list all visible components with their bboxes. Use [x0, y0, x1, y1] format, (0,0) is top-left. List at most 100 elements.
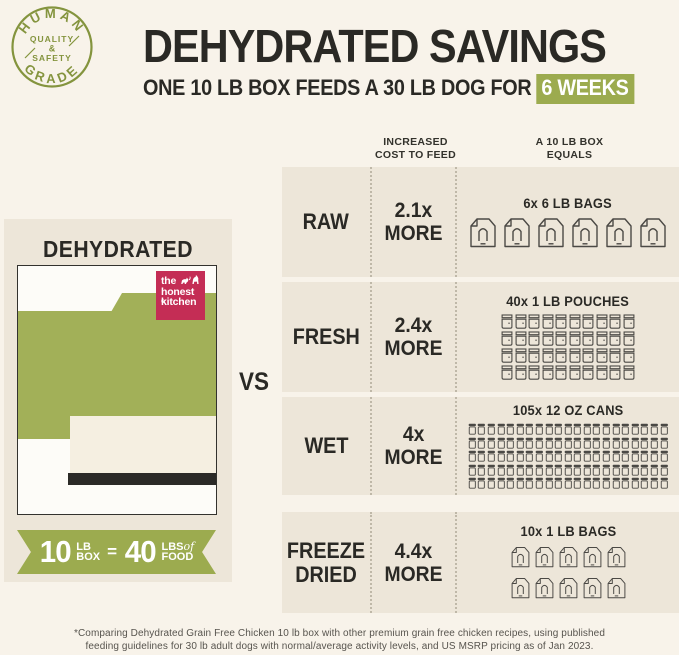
- page-title: DEHYDRATED SAVINGS: [143, 20, 607, 72]
- food-bag-icon: [511, 578, 529, 599]
- cost-more-label: MORE: [384, 446, 443, 469]
- food-pouch-icon: [609, 331, 621, 346]
- food-can-icon: [545, 464, 553, 476]
- food-can-icon: [593, 477, 601, 489]
- food-can-icon: [506, 464, 515, 476]
- package-icon-grid: [501, 314, 636, 380]
- honest-kitchen-logo: the honest kitchen ®: [156, 271, 205, 320]
- food-can-icon: [526, 423, 534, 435]
- logo-kitchen: kitchen: [161, 296, 197, 308]
- cost-multiplier: 4x: [402, 423, 425, 446]
- food-pouch-icon: [569, 365, 581, 380]
- food-can-icon: [641, 464, 649, 476]
- food-can-icon: [516, 423, 524, 435]
- food-bag-icon: [511, 547, 529, 568]
- footnote: *Comparing Dehydrated Grain Free Chicken…: [0, 628, 679, 653]
- food-can-icon: [535, 464, 543, 476]
- cost-multiplier: 2.1x: [394, 199, 433, 222]
- food-can-icon: [612, 437, 620, 449]
- food-bag-icon: [470, 217, 496, 247]
- food-can-icon: [650, 423, 658, 435]
- dehydrated-box-art: the honest kitchen ®: [17, 265, 217, 515]
- header: DEHYDRATED SAVINGS ONE 10 LB BOX FEEDS A…: [120, 20, 634, 104]
- food-bag-icon: [572, 217, 598, 247]
- equivalence-ribbon: 10 LB BOX = 40 LBSof FOOD: [17, 530, 216, 574]
- food-can-icon: [641, 423, 649, 435]
- food-bag-icon: [535, 547, 553, 568]
- cost-more-label: MORE: [384, 562, 443, 586]
- table-row: WET 4x MORE 105x 12 OZ CANS: [282, 397, 679, 495]
- equivalence-label: 40x 1 LB POUCHES: [506, 294, 630, 309]
- food-type-label: FREEZE DRIED: [286, 537, 366, 587]
- food-can-icon: [526, 464, 534, 476]
- ribbon-lb-box: LB BOX: [76, 541, 101, 563]
- food-can-icon: [535, 437, 543, 449]
- food-can-icon: [564, 464, 572, 476]
- food-can-icon: [497, 464, 505, 476]
- food-bag-icon: [559, 578, 577, 599]
- cost-cell: 4x MORE: [370, 397, 455, 495]
- food-can-icon: [612, 423, 620, 435]
- food-can-icon: [573, 450, 582, 462]
- food-can-icon: [497, 450, 505, 462]
- logo-registered-mark: ®: [161, 299, 165, 305]
- food-can-icon: [650, 450, 658, 462]
- food-can-icon: [506, 477, 515, 489]
- food-can-icon: [487, 477, 495, 489]
- table-row: FREEZE DRIED 4.4x MORE 10x 1 LB BAGS: [282, 512, 679, 613]
- svg-text:HUMAN: HUMAN: [16, 6, 89, 36]
- food-pouch-icon: [623, 348, 635, 363]
- food-can-icon: [631, 423, 639, 435]
- badge-safety-label: SAFETY: [32, 53, 72, 63]
- vs-label: VS: [238, 368, 270, 396]
- food-can-icon: [583, 477, 591, 489]
- food-bag-icon: [535, 578, 553, 599]
- food-bag-icon: [583, 547, 601, 568]
- food-can-icon: [487, 423, 495, 435]
- logo-the: the: [161, 275, 177, 287]
- cost-cell: 4.4x MORE: [370, 512, 455, 613]
- food-can-icon: [631, 437, 639, 449]
- food-can-icon: [602, 477, 610, 489]
- food-can-icon: [564, 423, 572, 435]
- food-can-icon: [602, 423, 610, 435]
- human-grade-badge: HUMAN GRADE QUALITY & SAFETY: [10, 5, 94, 89]
- food-pouch-icon: [515, 331, 527, 346]
- cost-multiplier: 2.4x: [394, 314, 433, 337]
- food-can-icon: [506, 450, 515, 462]
- food-pouch-icon: [542, 348, 554, 363]
- food-can-icon: [573, 477, 582, 489]
- food-can-icon: [621, 464, 630, 476]
- food-type-cell: FRESH: [282, 282, 370, 392]
- food-type-cell: FREEZE DRIED: [282, 512, 370, 613]
- food-bag-icon: [583, 578, 601, 599]
- food-can-icon: [573, 464, 582, 476]
- food-can-icon: [593, 437, 601, 449]
- food-pouch-icon: [569, 314, 581, 329]
- food-bag-icon: [538, 217, 564, 247]
- food-can-icon: [612, 477, 620, 489]
- food-pouch-icon: [582, 348, 594, 363]
- package-icon-grid: [509, 544, 627, 601]
- box-white-notch: [18, 293, 122, 311]
- food-can-icon: [487, 464, 495, 476]
- food-can-icon: [545, 423, 553, 435]
- food-can-icon: [650, 437, 658, 449]
- food-pouch-icon: [609, 365, 621, 380]
- food-can-icon: [535, 450, 543, 462]
- ribbon-lbs-of-food: LBSof FOOD: [161, 540, 195, 563]
- food-can-icon: [478, 423, 486, 435]
- food-can-icon: [564, 450, 572, 462]
- svg-text:GRADE: GRADE: [21, 61, 82, 86]
- box-cream-panel: [70, 416, 216, 473]
- food-can-icon: [554, 477, 563, 489]
- food-pouch-icon: [515, 314, 527, 329]
- food-pouch-icon: [542, 314, 554, 329]
- ribbon-equals-sign: =: [107, 542, 118, 561]
- food-can-icon: [650, 477, 658, 489]
- food-bag-icon: [607, 547, 625, 568]
- equivalence-cell: 40x 1 LB POUCHES: [455, 282, 679, 392]
- food-pouch-icon: [609, 348, 621, 363]
- food-bag-icon: [606, 217, 632, 247]
